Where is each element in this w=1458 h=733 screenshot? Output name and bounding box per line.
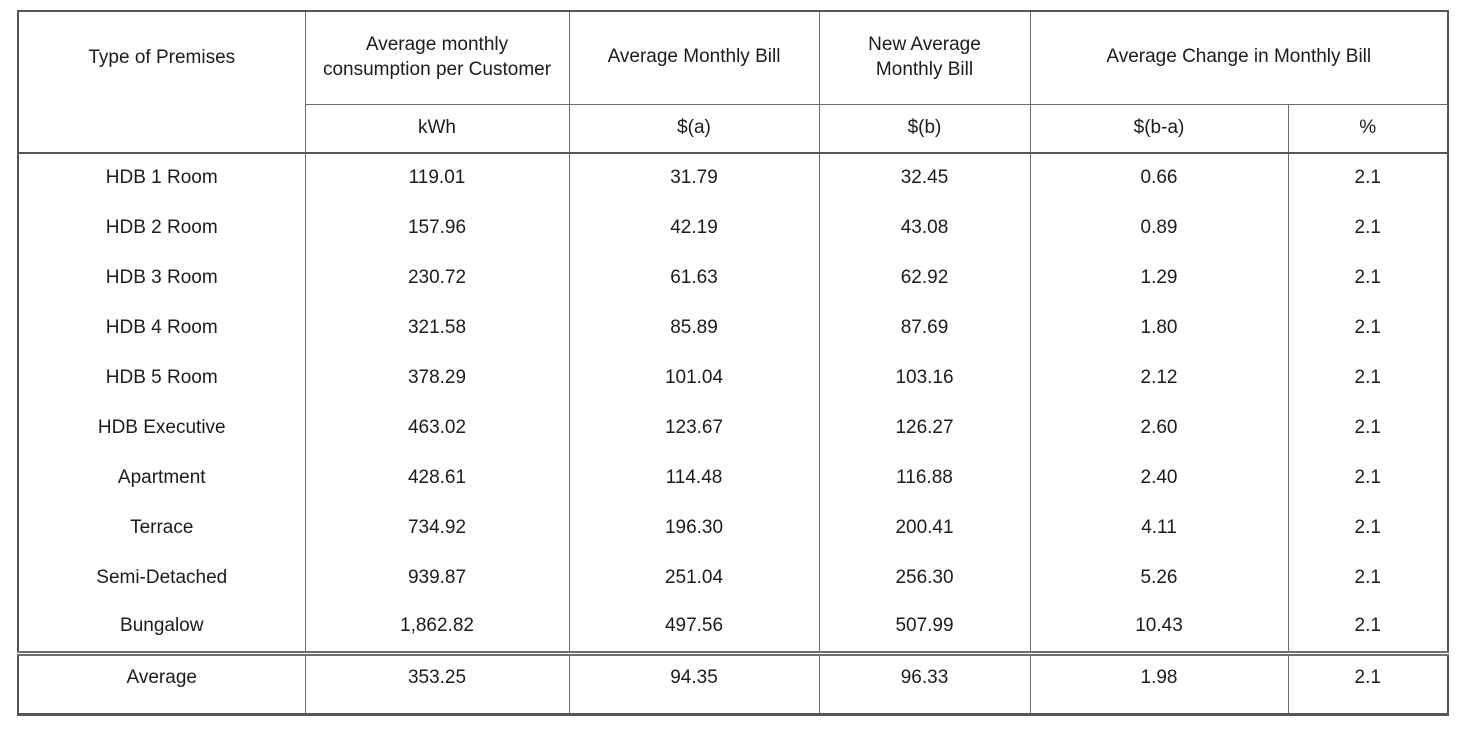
- change-cell: 5.26: [1029, 553, 1289, 603]
- percent-cell: 2.1: [1287, 553, 1449, 603]
- bill-a-cell: 61.63: [568, 253, 820, 303]
- average-bill-b-cell: 96.33: [818, 650, 1031, 714]
- premises-cell: Terrace: [17, 503, 306, 553]
- premises-cell: Bungalow: [17, 603, 306, 653]
- table-average-section: Average 353.25 94.35 96.33 1.98 2.1: [17, 650, 1449, 714]
- kwh-cell: 734.92: [304, 503, 570, 553]
- average-row: Average 353.25 94.35 96.33 1.98 2.1: [17, 650, 1449, 714]
- average-percent-cell: 2.1: [1287, 650, 1449, 714]
- unit-dollar-a: $(a): [568, 103, 820, 153]
- bill-a-cell: 31.79: [568, 153, 820, 203]
- bill-b-cell: 32.45: [818, 153, 1031, 203]
- bill-b-cell: 87.69: [818, 303, 1031, 353]
- bill-a-cell: 497.56: [568, 603, 820, 653]
- table-row: HDB 3 Room 230.72 61.63 62.92 1.29 2.1: [17, 253, 1449, 303]
- change-cell: 1.29: [1029, 253, 1289, 303]
- header-group-row: Type of Premises Average monthly consump…: [17, 11, 1449, 153]
- bill-a-cell: 123.67: [568, 403, 820, 453]
- percent-cell: 2.1: [1287, 503, 1449, 553]
- header-consumption: Average monthly consumption per Customer: [304, 11, 570, 104]
- premises-cell: HDB 3 Room: [17, 253, 306, 303]
- header-average-change: Average Change in Monthly Bill: [1029, 11, 1449, 104]
- bill-b-cell: 43.08: [818, 203, 1031, 253]
- bill-b-cell: 126.27: [818, 403, 1031, 453]
- percent-cell: 2.1: [1287, 603, 1449, 653]
- bill-b-cell: 507.99: [818, 603, 1031, 653]
- table-row: HDB Executive 463.02 123.67 126.27 2.60 …: [17, 403, 1449, 453]
- electricity-tariff-table: Type of Premises Average monthly consump…: [17, 10, 1449, 716]
- premises-cell: HDB 1 Room: [17, 153, 306, 203]
- premises-cell: HDB 5 Room: [17, 353, 306, 403]
- header-unit-row: kWh $(a) $(b) $(b-a) %: [18, 103, 1449, 153]
- bill-a-cell: 42.19: [568, 203, 820, 253]
- kwh-cell: 157.96: [304, 203, 570, 253]
- bill-b-cell: 256.30: [818, 553, 1031, 603]
- table-row: Apartment 428.61 114.48 116.88 2.40 2.1: [17, 453, 1449, 503]
- kwh-cell: 230.72: [304, 253, 570, 303]
- table-row: HDB 2 Room 157.96 42.19 43.08 0.89 2.1: [17, 203, 1449, 253]
- premises-cell: Apartment: [17, 453, 306, 503]
- kwh-cell: 463.02: [304, 403, 570, 453]
- bill-a-cell: 101.04: [568, 353, 820, 403]
- table-header: Type of Premises Average monthly consump…: [17, 11, 1449, 153]
- bill-a-cell: 114.48: [568, 453, 820, 503]
- table-row: HDB 5 Room 378.29 101.04 103.16 2.12 2.1: [17, 353, 1449, 403]
- percent-cell: 2.1: [1287, 203, 1449, 253]
- header-type-of-premises: Type of Premises: [17, 11, 306, 153]
- average-kwh-cell: 353.25: [304, 650, 570, 714]
- premises-cell: HDB Executive: [17, 403, 306, 453]
- kwh-cell: 119.01: [304, 153, 570, 203]
- bill-b-cell: 103.16: [818, 353, 1031, 403]
- bill-a-cell: 251.04: [568, 553, 820, 603]
- change-cell: 2.60: [1029, 403, 1289, 453]
- unit-dollar-b-minus-a: $(b-a): [1029, 103, 1289, 153]
- percent-cell: 2.1: [1287, 303, 1449, 353]
- premises-cell: HDB 2 Room: [17, 203, 306, 253]
- table-row: Semi-Detached 939.87 251.04 256.30 5.26 …: [17, 553, 1449, 603]
- average-change-cell: 1.98: [1029, 650, 1289, 714]
- percent-cell: 2.1: [1287, 453, 1449, 503]
- kwh-cell: 1,862.82: [304, 603, 570, 653]
- average-label-cell: Average: [17, 650, 306, 714]
- premises-cell: HDB 4 Room: [17, 303, 306, 353]
- premises-cell: Semi-Detached: [17, 553, 306, 603]
- percent-cell: 2.1: [1287, 153, 1449, 203]
- change-cell: 2.40: [1029, 453, 1289, 503]
- bill-b-cell: 200.41: [818, 503, 1031, 553]
- percent-cell: 2.1: [1287, 353, 1449, 403]
- header-new-average-monthly-bill: New Average Monthly Bill: [818, 11, 1031, 104]
- bill-a-cell: 196.30: [568, 503, 820, 553]
- unit-percent: %: [1287, 103, 1449, 153]
- change-cell: 2.12: [1029, 353, 1289, 403]
- kwh-cell: 428.61: [304, 453, 570, 503]
- table-row: Bungalow 1,862.82 497.56 507.99 10.43 2.…: [17, 603, 1449, 653]
- table-body: HDB 1 Room 119.01 31.79 32.45 0.66 2.1 H…: [17, 153, 1449, 653]
- header-average-monthly-bill: Average Monthly Bill: [568, 11, 820, 104]
- table-row: Terrace 734.92 196.30 200.41 4.11 2.1: [17, 503, 1449, 553]
- change-cell: 4.11: [1029, 503, 1289, 553]
- change-cell: 0.89: [1029, 203, 1289, 253]
- bill-b-cell: 116.88: [818, 453, 1031, 503]
- change-cell: 10.43: [1029, 603, 1289, 653]
- unit-dollar-b: $(b): [818, 103, 1031, 153]
- percent-cell: 2.1: [1287, 253, 1449, 303]
- kwh-cell: 378.29: [304, 353, 570, 403]
- change-cell: 0.66: [1029, 153, 1289, 203]
- unit-kwh: kWh: [304, 103, 570, 153]
- table-row: HDB 4 Room 321.58 85.89 87.69 1.80 2.1: [17, 303, 1449, 353]
- bill-a-cell: 85.89: [568, 303, 820, 353]
- kwh-cell: 939.87: [304, 553, 570, 603]
- percent-cell: 2.1: [1287, 403, 1449, 453]
- change-cell: 1.80: [1029, 303, 1289, 353]
- table-row: HDB 1 Room 119.01 31.79 32.45 0.66 2.1: [17, 153, 1449, 203]
- kwh-cell: 321.58: [304, 303, 570, 353]
- bill-b-cell: 62.92: [818, 253, 1031, 303]
- average-bill-a-cell: 94.35: [568, 650, 820, 714]
